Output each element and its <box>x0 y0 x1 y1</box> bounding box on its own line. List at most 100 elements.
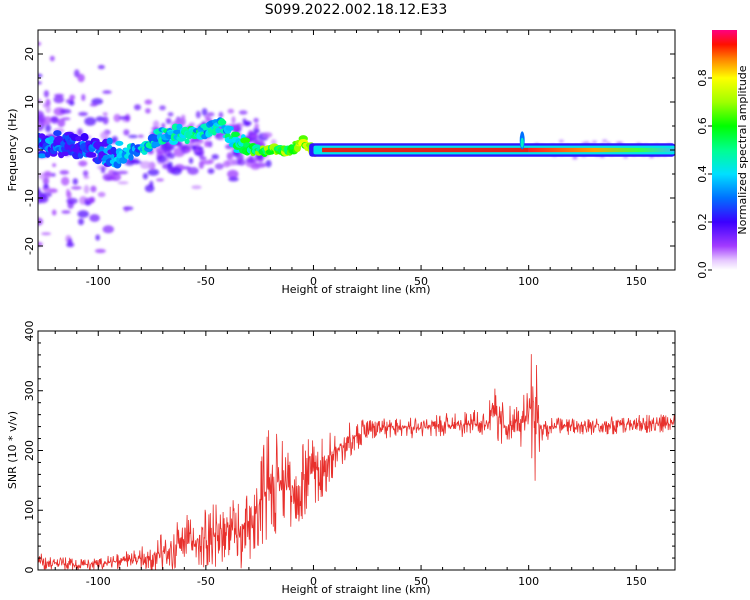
snr-frame <box>37 330 676 571</box>
colorbar-tick-label: 0.4 <box>696 165 709 183</box>
band-core <box>322 147 529 153</box>
spectrogram-blob <box>226 152 234 161</box>
spectrogram-blob <box>167 166 177 174</box>
colorbar: 0.0 0.2 0.4 0.6 0.8 Normalized spectral ampl… <box>696 30 749 279</box>
spectrogram-blob <box>191 145 197 151</box>
spectrogram-blob <box>262 132 273 138</box>
spectrogram-blob <box>95 116 105 122</box>
x-tick-label: 150 <box>626 575 647 588</box>
colorbar-tick-label: 0.0 <box>696 261 709 279</box>
spectrogram-blob <box>99 146 105 152</box>
y-tick-label: 200 <box>23 440 36 461</box>
spectrogram-blob <box>54 93 64 97</box>
spectrogram-blob <box>217 119 227 126</box>
spectrogram-blob <box>118 116 130 120</box>
spectrogram-blob <box>89 103 98 107</box>
spectrogram-blob <box>84 201 92 206</box>
spectrogram-blobs <box>38 41 675 254</box>
spectrogram-blob <box>152 120 160 129</box>
spectrogram-blob <box>115 140 124 146</box>
colorbar-tick-label: 0.8 <box>696 69 709 87</box>
spectrogram-blob <box>61 117 71 121</box>
spectrogram-blob <box>265 159 272 168</box>
spectrogram-blob <box>147 168 160 176</box>
spectrogram-blob <box>61 210 71 214</box>
spectrogram-blob <box>243 120 252 126</box>
spectrogram-blob <box>119 157 128 164</box>
spectrogram-blob <box>48 136 55 143</box>
x-tick-label: 0 <box>310 275 317 288</box>
spectrogram-blob <box>51 209 57 216</box>
spectrogram-blob <box>113 113 121 123</box>
colorbar-tick-label: 0.2 <box>696 213 709 231</box>
y-tick-label: 0 <box>23 147 36 154</box>
spectrogram-blob <box>214 163 224 170</box>
spectrogram-blob <box>181 114 186 120</box>
spectrogram-blob <box>238 110 248 115</box>
x-tick-label: 150 <box>626 275 647 288</box>
spectrogram-blob <box>38 122 43 129</box>
spectrogram-blob <box>207 112 215 117</box>
y-tick-label: 20 <box>23 47 36 61</box>
spectrogram-blob <box>123 129 130 136</box>
snr-series <box>38 354 675 570</box>
colorbar-tick-label: 0.6 <box>696 117 709 135</box>
spectrogram-blob <box>188 157 194 164</box>
spectrogram-blob <box>66 191 72 199</box>
spectrogram-blob <box>84 117 97 126</box>
spectrogram-blob <box>602 139 608 143</box>
spectrogram-blob <box>176 120 184 126</box>
spectrogram-blob <box>195 110 201 119</box>
spectrogram-blob <box>95 234 100 241</box>
spectrogram-blob <box>250 163 261 170</box>
spectrogram-blob <box>59 170 70 175</box>
spectrogram-blob <box>82 170 89 177</box>
spectrogram-blob <box>102 90 112 94</box>
spectrogram-blob <box>38 153 47 159</box>
spectrogram-blob <box>81 94 86 101</box>
spectrogram-blob <box>187 167 199 175</box>
spectrogram-stable-band <box>309 131 675 157</box>
spectrogram-blob <box>71 186 82 190</box>
spectrogram-blob <box>100 131 109 140</box>
spectrogram-blob <box>77 128 83 137</box>
spectrogram-blob <box>145 108 151 114</box>
spectrogram-blob <box>199 156 207 161</box>
spectrogram-blob <box>167 112 174 117</box>
spectrogram-blob <box>173 129 182 135</box>
spectrogram-blob <box>89 196 96 203</box>
spectrogram-blob <box>191 185 202 190</box>
spectrogram-blob <box>128 154 134 161</box>
spectrogram-blob <box>196 146 204 151</box>
spectrogram-blob <box>144 99 153 105</box>
y-tick-label: -10 <box>23 189 36 207</box>
y-tick-label: 300 <box>23 380 36 401</box>
spectrogram-blob <box>165 118 171 122</box>
spectrogram-blob <box>45 105 51 114</box>
spectrogram-blob <box>38 114 46 122</box>
spectrogram-blob <box>102 173 114 181</box>
spectrogram-blob <box>49 55 55 62</box>
spectrogram-blob <box>38 241 43 247</box>
spectrogram-blob <box>106 137 113 145</box>
spectrogram-blob <box>38 195 49 204</box>
spectrogram-blob <box>53 95 65 104</box>
spectrogram-blob <box>225 125 234 131</box>
spectrogram-blob <box>201 160 214 165</box>
spectrogram-blob <box>52 163 57 168</box>
colorbar-gradient <box>712 30 737 270</box>
spectrogram-blob <box>59 108 72 114</box>
spectrogram-blob <box>77 73 85 83</box>
x-tick-label: 50 <box>414 275 428 288</box>
spectrogram-blob <box>138 134 144 138</box>
x-tick-label: -50 <box>197 575 215 588</box>
spectrogram-blob <box>215 127 221 134</box>
spectrogram-blob <box>66 197 78 205</box>
spectrogram-blob <box>159 105 166 111</box>
spectrogram-blob <box>166 152 176 159</box>
spectrogram-blob <box>102 116 109 125</box>
spectrogram-blob <box>184 138 190 145</box>
spectrogram-blob <box>215 132 225 140</box>
spectrogram-blob <box>100 166 106 174</box>
spectrogram-blob <box>38 41 42 46</box>
